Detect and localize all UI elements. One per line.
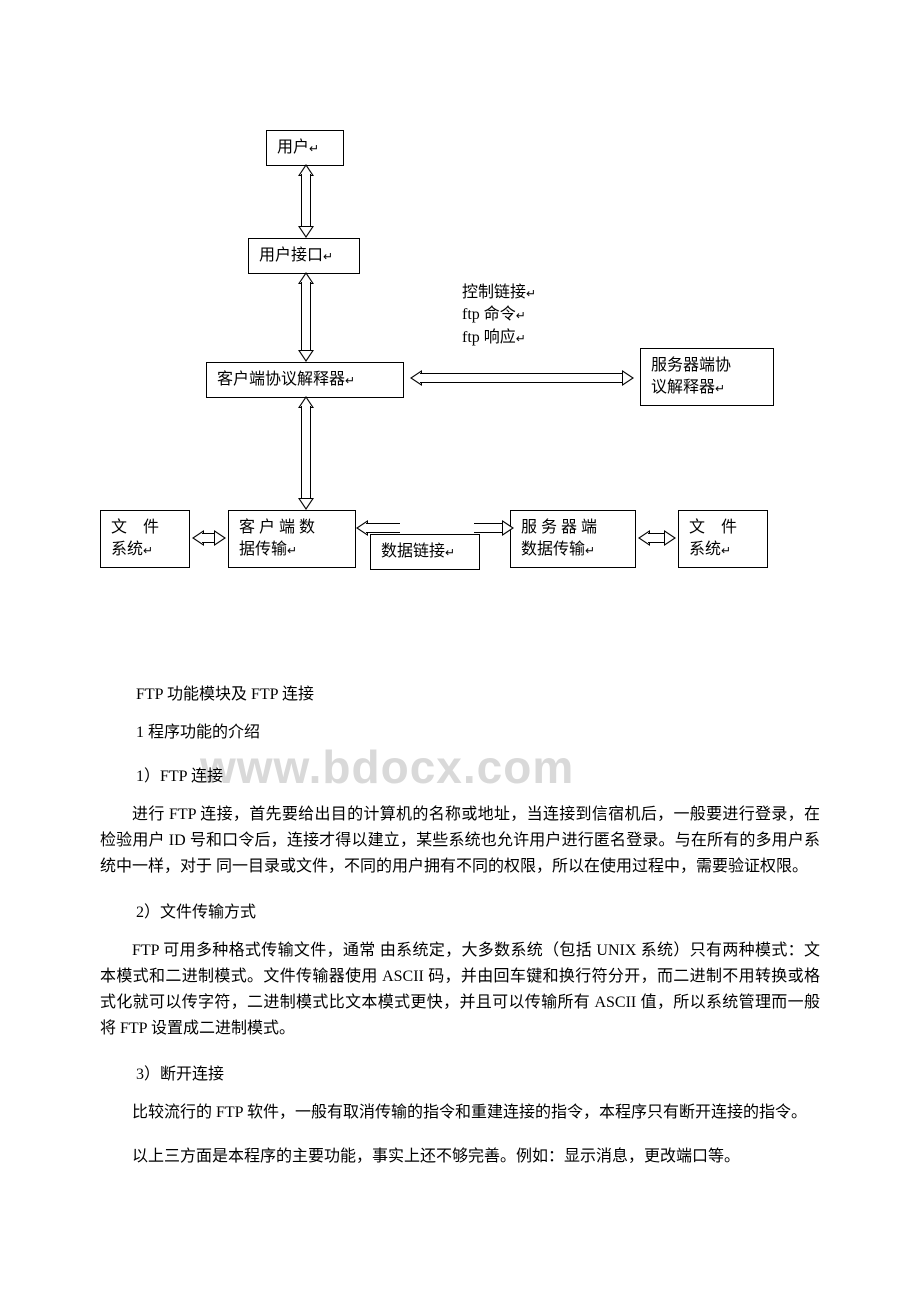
node-user-label: 用户 (277, 139, 309, 156)
node-fs-right-line1: 文 件 (689, 519, 737, 536)
node-server-dt: 服 务 器 端 数据传输↵ (510, 510, 636, 568)
node-fs-left-line1: 文 件 (111, 519, 159, 536)
label-ctrl-line1: 控制链接 (462, 284, 526, 301)
paragraph-2: FTP 可用多种格式传输文件，通常 由系统定，大多数系统（包括 UNIX 系统）… (100, 938, 820, 1042)
node-fs-right-line2: 系统 (689, 541, 721, 558)
arrow-serverdt-fsright (638, 530, 676, 546)
paragraph-1: 进行 FTP 连接，首先要给出目的计算机的名称或地址，当连接到信宿机后，一般要进… (100, 802, 820, 880)
node-client-pi-label: 客户端协议解释器 (217, 371, 345, 388)
arrow-clientdt-datalink (356, 520, 400, 536)
arrow-datalink-serverdt (474, 520, 514, 536)
arrow-user-ui (298, 164, 314, 238)
node-datalink: 数据链接↵ (370, 534, 480, 570)
node-server-dt-line1: 服 务 器 端 (521, 519, 597, 536)
subheading-1: 1）FTP 连接 (136, 762, 820, 786)
arrow-clientpi-clientdt (298, 396, 314, 510)
paragraph-4: 以上三方面是本程序的主要功能，事实上还不够完善。例如：显示消息，更改端口等。 (100, 1144, 820, 1170)
node-server-pi-line1: 服务器端协 (651, 357, 731, 374)
node-server-dt-line2: 数据传输 (521, 541, 585, 558)
node-server-pi-line2: 议解释器 (651, 379, 715, 396)
node-server-pi: 服务器端协 议解释器↵ (640, 348, 774, 406)
document-body: FTP 功能模块及 FTP 连接 1 程序功能的介绍 1）FTP 连接 进行 F… (100, 680, 820, 1170)
node-datalink-label: 数据链接 (381, 543, 445, 560)
subheading-3: 3）断开连接 (136, 1060, 820, 1084)
subheading-2: 2）文件传输方式 (136, 898, 820, 922)
node-ui: 用户接口↵ (248, 238, 360, 274)
node-user: 用户↵ (266, 130, 344, 166)
label-control-link: 控制链接↵ ftp 命令↵ ftp 响应↵ (462, 282, 536, 349)
node-client-dt-line1: 客 户 端 数 (239, 519, 315, 536)
ftp-diagram: 用户↵ 用户接口↵ 客户端协议解释器↵ 服务器端协 议解释器↵ 文 件 系统↵ … (100, 120, 820, 640)
node-fs-left: 文 件 系统↵ (100, 510, 190, 568)
node-fs-left-line2: 系统 (111, 541, 143, 558)
label-ctrl-line3: ftp 响应 (462, 329, 516, 346)
node-ui-label: 用户接口 (259, 247, 323, 264)
node-client-pi: 客户端协议解释器↵ (206, 362, 404, 398)
arrow-fsleft-clientdt (192, 530, 226, 546)
node-client-dt-line2: 据传输 (239, 541, 287, 558)
page: 用户↵ 用户接口↵ 客户端协议解释器↵ 服务器端协 议解释器↵ 文 件 系统↵ … (0, 120, 920, 1268)
paragraph-3: 比较流行的 FTP 软件，一般有取消传输的指令和重建连接的指令，本程序只有断开连… (100, 1100, 820, 1126)
arrow-pi-pi (410, 370, 634, 386)
label-ctrl-line2: ftp 命令 (462, 306, 516, 323)
node-fs-right: 文 件 系统↵ (678, 510, 768, 568)
arrow-ui-clientpi (298, 272, 314, 362)
figure-caption: FTP 功能模块及 FTP 连接 (136, 680, 820, 704)
section-heading-1: 1 程序功能的介绍 (136, 718, 820, 742)
node-client-dt: 客 户 端 数 据传输↵ (228, 510, 356, 568)
